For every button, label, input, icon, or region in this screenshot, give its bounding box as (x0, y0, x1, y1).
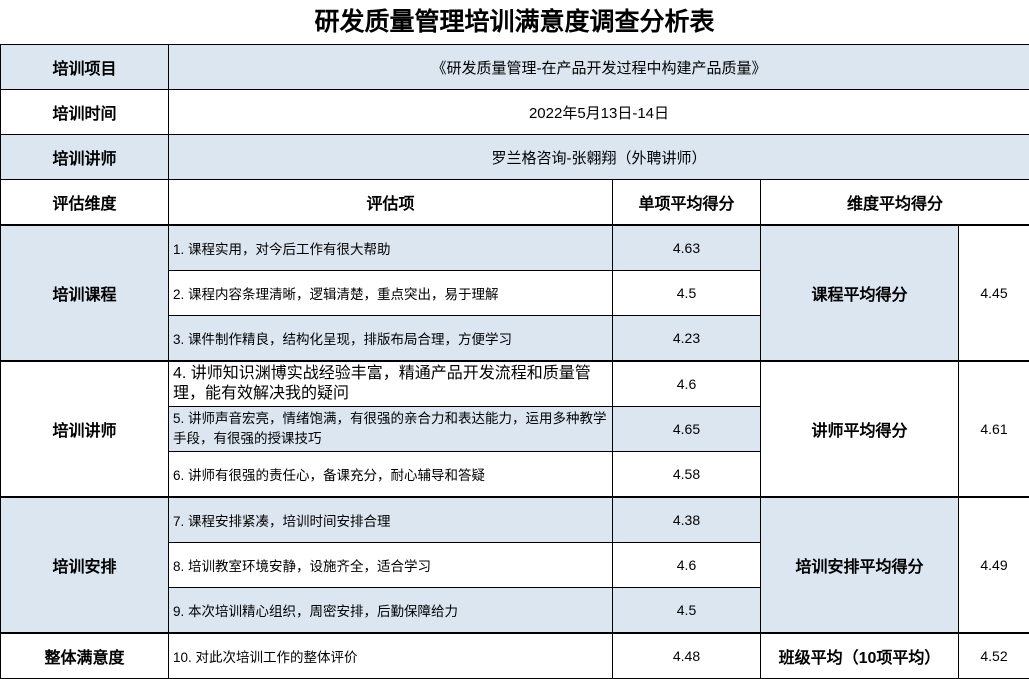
item-text: 4. 讲师知识渊博实战经验丰富，精通产品开发流程和质量管理，能有效解决我的疑问 (169, 361, 613, 407)
table-row: 培训讲师 4. 讲师知识渊博实战经验丰富，精通产品开发流程和质量管理，能有效解决… (1, 361, 1029, 407)
item-text: 10. 对此次培训工作的整体评价 (169, 633, 613, 679)
item-text: 6. 讲师有很强的责任心，备课充分，耐心辅导和答疑 (169, 452, 613, 498)
item-score: 4.65 (613, 407, 761, 452)
dim-avg-value: 4.49 (959, 497, 1029, 633)
item-score: 4.5 (613, 588, 761, 634)
item-text: 1. 课程实用，对今后工作有很大帮助 (169, 225, 613, 271)
dim-avg-label: 课程平均得分 (761, 225, 959, 361)
info-value: 罗兰格咨询-张翱翔（外聘讲师） (169, 135, 1029, 180)
header-dimension: 评估维度 (1, 180, 169, 226)
class-avg-label: 班级平均（10项平均） (761, 633, 959, 679)
page-title: 研发质量管理培训满意度调查分析表 (0, 0, 1029, 44)
header-item: 评估项 (169, 180, 613, 226)
item-text: 8. 培训教室环境安静，设施齐全，适合学习 (169, 543, 613, 588)
info-row-lecturer: 培训讲师 罗兰格咨询-张翱翔（外聘讲师） (1, 135, 1029, 180)
item-score: 4.38 (613, 497, 761, 543)
header-dim-avg: 维度平均得分 (761, 180, 1029, 226)
dim-avg-label: 讲师平均得分 (761, 361, 959, 497)
dimension-cell: 整体满意度 (1, 633, 169, 679)
item-score: 4.58 (613, 452, 761, 498)
info-row-project: 培训项目 《研发质量管理-在产品开发过程中构建产品质量》 (1, 45, 1029, 90)
info-label: 培训项目 (1, 45, 169, 90)
dimension-cell: 培训课程 (1, 225, 169, 361)
dimension-cell: 培训讲师 (1, 361, 169, 497)
table-row: 培训安排 7. 课程安排紧凑，培训时间安排合理 4.38 培训安排平均得分 4.… (1, 497, 1029, 543)
header-item-avg: 单项平均得分 (613, 180, 761, 226)
header-row: 评估维度 评估项 单项平均得分 维度平均得分 (1, 180, 1029, 226)
info-label: 培训讲师 (1, 135, 169, 180)
item-text: 9. 本次培训精心组织，周密安排，后勤保障给力 (169, 588, 613, 634)
item-score: 4.6 (613, 361, 761, 407)
item-text: 5. 讲师声音宏亮，情绪饱满，有很强的亲合力和表达能力，运用多种教学手段，有很强… (169, 407, 613, 452)
dim-avg-label: 培训安排平均得分 (761, 497, 959, 633)
info-label: 培训时间 (1, 90, 169, 135)
info-value: 《研发质量管理-在产品开发过程中构建产品质量》 (169, 45, 1029, 90)
dim-avg-value: 4.61 (959, 361, 1029, 497)
survey-table: 培训项目 《研发质量管理-在产品开发过程中构建产品质量》 培训时间 2022年5… (0, 44, 1029, 679)
item-text: 3. 课件制作精良，结构化呈现，排版布局合理，方便学习 (169, 316, 613, 362)
item-score: 4.23 (613, 316, 761, 362)
item-text: 2. 课程内容条理清晰，逻辑清楚，重点突出，易于理解 (169, 271, 613, 316)
dim-avg-value: 4.45 (959, 225, 1029, 361)
item-score: 4.63 (613, 225, 761, 271)
dimension-cell: 培训安排 (1, 497, 169, 633)
table-row: 培训课程 1. 课程实用，对今后工作有很大帮助 4.63 课程平均得分 4.45 (1, 225, 1029, 271)
item-score: 4.5 (613, 271, 761, 316)
item-score: 4.6 (613, 543, 761, 588)
info-row-time: 培训时间 2022年5月13日-14日 (1, 90, 1029, 135)
info-value: 2022年5月13日-14日 (169, 90, 1029, 135)
item-text: 7. 课程安排紧凑，培训时间安排合理 (169, 497, 613, 543)
class-avg-value: 4.52 (959, 633, 1029, 679)
item-score: 4.48 (613, 633, 761, 679)
overall-row: 整体满意度 10. 对此次培训工作的整体评价 4.48 班级平均（10项平均） … (1, 633, 1029, 679)
